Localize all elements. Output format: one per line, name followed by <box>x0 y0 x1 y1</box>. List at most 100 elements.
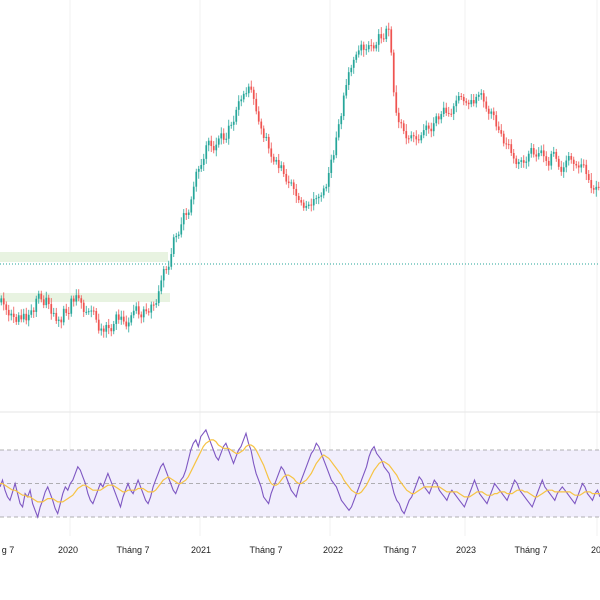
oscillator-panel <box>0 428 600 519</box>
candle <box>332 150 335 163</box>
candle <box>327 166 330 193</box>
candle <box>212 141 215 154</box>
candle <box>482 90 485 108</box>
candle <box>552 146 555 157</box>
candle <box>555 148 558 162</box>
x-tick-label: Tháng 7 <box>116 545 149 555</box>
candle <box>205 141 208 164</box>
candle <box>350 64 353 77</box>
candle <box>90 305 93 318</box>
candle <box>545 151 548 166</box>
candle <box>75 289 78 306</box>
candle <box>440 111 443 124</box>
candle <box>405 124 408 145</box>
candle <box>357 45 360 58</box>
candle <box>385 25 388 43</box>
candle <box>217 135 220 148</box>
candle <box>140 311 143 324</box>
candle <box>0 295 3 306</box>
candle <box>595 180 598 197</box>
candle <box>222 128 225 144</box>
candle <box>310 198 313 212</box>
candle <box>240 95 243 107</box>
candle <box>60 316 63 329</box>
candle <box>437 113 440 125</box>
candle <box>130 312 133 326</box>
candle <box>145 303 148 315</box>
candle <box>442 101 445 118</box>
oscillator-signal-line <box>0 439 600 503</box>
candle <box>490 108 493 119</box>
candle <box>22 308 25 323</box>
candle <box>335 131 338 159</box>
candle <box>85 305 88 315</box>
candle <box>565 155 568 173</box>
candle <box>155 299 158 308</box>
candle <box>592 185 595 194</box>
candle <box>255 92 258 115</box>
candle <box>125 315 128 330</box>
candle <box>520 157 523 168</box>
candle <box>585 159 588 181</box>
candle <box>197 165 200 179</box>
candle <box>195 168 198 192</box>
candle <box>270 142 273 163</box>
candle <box>65 303 68 316</box>
candle <box>67 306 70 320</box>
candle <box>562 162 565 178</box>
candle <box>97 313 100 334</box>
candle <box>305 200 308 211</box>
candle <box>160 275 163 295</box>
candle <box>20 309 23 323</box>
candle <box>100 323 103 336</box>
grid-lines <box>69 0 598 536</box>
candle <box>32 307 35 318</box>
candle <box>242 90 245 103</box>
candle <box>415 130 418 146</box>
candle <box>302 199 305 211</box>
candle <box>430 122 433 138</box>
candle <box>230 121 233 129</box>
candle <box>50 298 53 320</box>
candle <box>465 98 468 106</box>
candle <box>532 144 535 158</box>
candle <box>290 179 293 187</box>
candle <box>322 185 325 199</box>
candle <box>280 161 283 172</box>
candle <box>245 87 248 97</box>
candle <box>425 120 428 137</box>
candle <box>380 27 383 44</box>
candle <box>362 41 365 57</box>
candle <box>235 106 238 125</box>
candle <box>47 294 50 310</box>
candle <box>330 154 333 178</box>
candle <box>105 321 108 338</box>
candle <box>417 134 420 144</box>
candle <box>92 306 95 315</box>
candle <box>187 209 190 219</box>
candle <box>377 29 380 52</box>
candle <box>120 310 123 325</box>
candle <box>80 295 83 309</box>
candle <box>30 304 33 318</box>
candle <box>52 307 55 317</box>
candle <box>365 44 368 55</box>
candle <box>557 155 560 170</box>
candle <box>487 105 490 120</box>
candle <box>57 316 60 327</box>
candle <box>77 289 80 302</box>
candle <box>135 302 138 314</box>
candle <box>410 131 413 142</box>
candle <box>352 56 355 74</box>
candle <box>190 196 193 216</box>
candle <box>550 150 553 170</box>
candle <box>287 175 290 189</box>
x-tick-label: Tháng 7 <box>249 545 282 555</box>
candle <box>370 39 373 52</box>
candle <box>360 40 363 56</box>
candle <box>117 309 120 324</box>
candle <box>220 127 223 145</box>
candle <box>35 295 38 317</box>
candle <box>495 111 498 131</box>
